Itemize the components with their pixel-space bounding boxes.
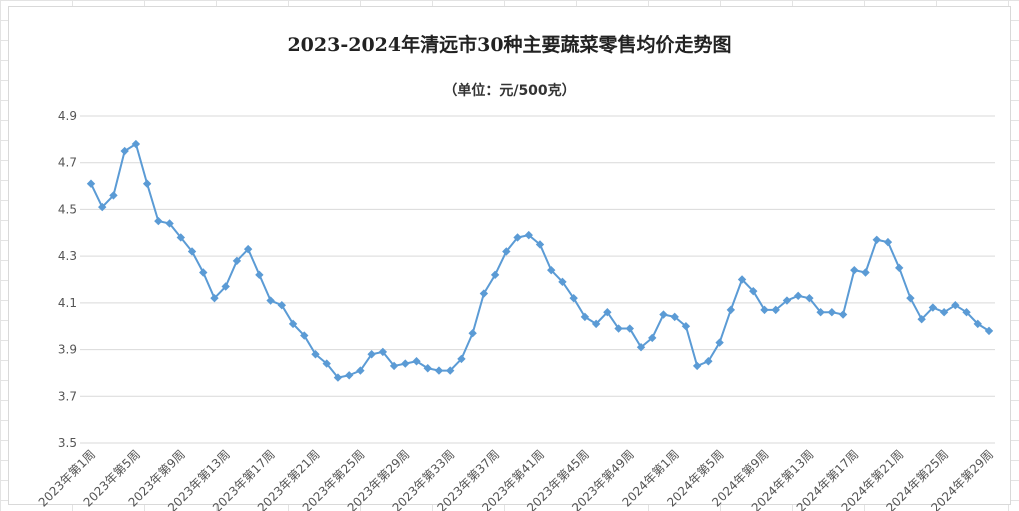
data-point-marker — [356, 366, 365, 375]
data-point-marker — [98, 202, 107, 212]
data-point-marker — [715, 338, 724, 347]
data-point-marker — [243, 244, 253, 254]
data-point-marker — [232, 256, 242, 266]
data-point-marker — [165, 219, 174, 228]
data-point-marker — [300, 331, 309, 340]
data-point-marker — [187, 247, 197, 256]
data-point-marker — [939, 308, 949, 317]
data-point-marker — [917, 315, 926, 324]
data-point-marker — [401, 359, 410, 368]
y-tick-label: 4.7 — [58, 156, 77, 170]
data-point-marker — [344, 371, 354, 380]
data-point-marker — [636, 343, 646, 352]
data-point-marker — [277, 300, 287, 310]
y-tick-label: 3.7 — [58, 389, 77, 403]
data-point-marker — [412, 357, 421, 366]
data-point-marker — [928, 303, 938, 312]
data-point-marker — [951, 300, 960, 310]
data-point-marker — [311, 350, 320, 359]
series-line-group — [90, 143, 990, 379]
data-point-marker — [513, 233, 522, 242]
data-point-marker — [367, 350, 376, 359]
data-point-marker — [490, 270, 500, 280]
data-point-marker — [131, 139, 141, 149]
data-point-marker — [704, 357, 713, 366]
y-axis-ticks: 3.5 3.7 3.9 4.1 4.3 4.5 4.7 4.9 — [58, 109, 77, 450]
data-point-marker — [984, 326, 994, 336]
y-tick-label: 4.1 — [58, 296, 77, 310]
gridlines — [80, 115, 995, 444]
data-point-marker — [872, 235, 881, 244]
chart-title: 2023-2024年清远市30种主要蔬菜零售均价走势图 — [287, 34, 732, 56]
data-point-marker — [805, 293, 814, 303]
data-point-marker — [771, 305, 780, 315]
data-point-marker — [580, 312, 590, 322]
data-point-marker — [288, 319, 298, 329]
y-tick-label: 3.9 — [58, 343, 77, 357]
x-axis-ticks: 2023年第1周2023年第5周2023年第9周2023年第13周2023年第1… — [36, 447, 996, 511]
data-point-marker — [547, 265, 556, 275]
data-point-marker — [255, 270, 264, 280]
data-point-marker — [266, 296, 275, 305]
data-point-marker — [782, 296, 792, 305]
data-point-marker — [142, 179, 152, 188]
data-point-marker — [154, 216, 163, 226]
series-line — [90, 143, 990, 379]
data-point-marker — [210, 293, 219, 303]
data-point-marker — [726, 305, 736, 315]
data-point-marker — [199, 268, 208, 277]
y-tick-label: 3.5 — [58, 436, 77, 450]
data-point-marker — [423, 364, 432, 373]
data-point-marker — [524, 230, 533, 240]
data-point-marker — [434, 366, 444, 375]
data-point-marker — [861, 268, 870, 277]
data-point-marker — [569, 293, 578, 303]
data-point-marker — [502, 247, 511, 256]
data-point-marker — [973, 319, 982, 329]
data-point-marker — [558, 277, 567, 287]
series-markers — [86, 139, 994, 382]
chart-area[interactable] — [8, 6, 1011, 505]
data-point-marker — [603, 308, 612, 317]
data-point-marker — [827, 308, 837, 317]
data-point-marker — [962, 308, 971, 317]
data-point-marker — [535, 240, 545, 249]
data-point-marker — [322, 359, 331, 368]
chart-subtitle: （单位：元/500克） — [443, 83, 576, 99]
y-tick-label: 4.3 — [58, 249, 77, 263]
data-point-marker — [692, 361, 702, 371]
data-point-marker — [614, 324, 623, 333]
data-point-marker — [86, 179, 96, 188]
data-point-marker — [816, 308, 825, 317]
data-point-marker — [681, 322, 691, 331]
data-point-marker — [749, 286, 758, 296]
data-point-marker — [221, 282, 230, 291]
data-point-marker — [389, 361, 399, 371]
data-point-marker — [760, 305, 769, 315]
data-point-marker — [850, 265, 859, 275]
data-point-marker — [457, 354, 466, 364]
data-point-marker — [333, 373, 343, 382]
data-point-marker — [468, 329, 477, 338]
data-point-marker — [446, 366, 455, 375]
data-point-marker — [591, 319, 601, 329]
data-point-marker — [378, 347, 388, 357]
data-point-marker — [793, 291, 803, 301]
y-tick-label: 4.5 — [58, 202, 77, 216]
data-point-marker — [737, 275, 747, 284]
data-point-marker — [883, 237, 893, 247]
data-point-marker — [625, 324, 634, 333]
data-point-marker — [906, 293, 915, 303]
data-point-marker — [659, 310, 668, 319]
data-point-marker — [120, 146, 129, 156]
data-point-marker — [479, 289, 489, 298]
y-tick-label: 4.9 — [58, 109, 77, 123]
data-point-marker — [895, 263, 904, 273]
data-point-marker — [670, 312, 679, 322]
data-point-marker — [109, 191, 118, 200]
data-point-marker — [648, 333, 657, 343]
data-point-marker — [176, 233, 185, 242]
data-point-marker — [838, 310, 848, 319]
